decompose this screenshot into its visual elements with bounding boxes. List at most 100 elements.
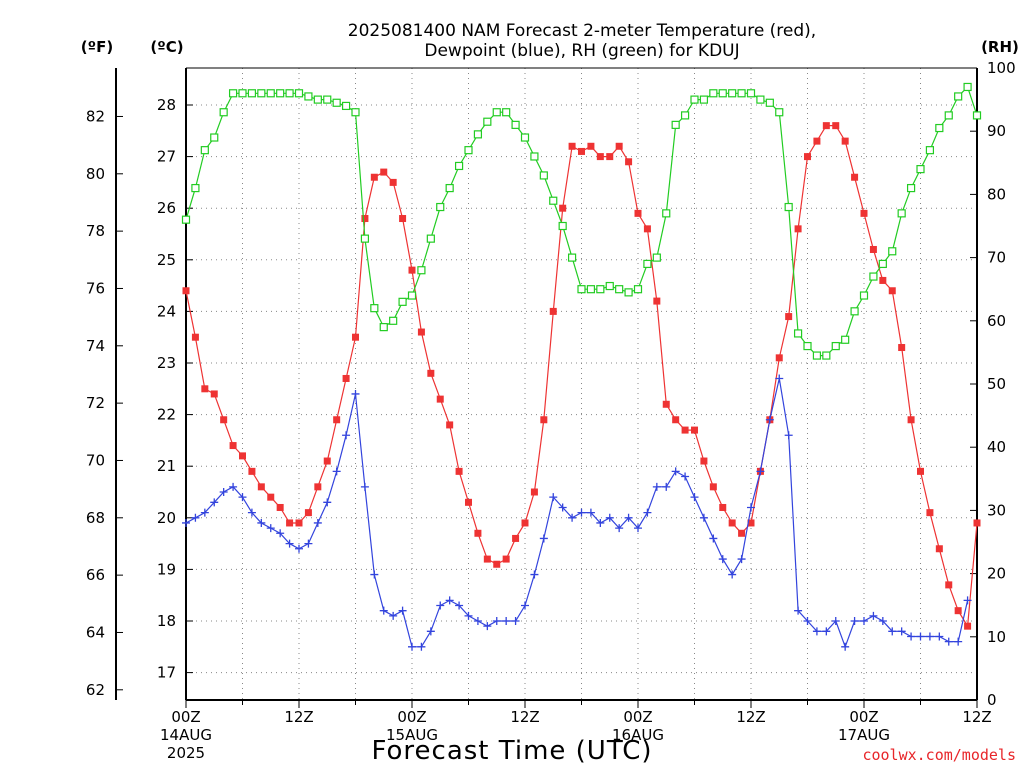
temperature-point [304,509,312,517]
celsius-tick-label: 28 [157,96,176,114]
rh-point [793,329,803,338]
dewpoint-point [803,617,812,625]
temperature-point [436,395,444,403]
temperature-point [596,153,604,161]
dewpoint-point [615,524,624,533]
temperature-point [389,178,397,186]
temperature-point [540,416,548,424]
x-tick-date-label: 17AUG [838,726,890,744]
temperature-point [907,416,915,424]
dewpoint-point [841,642,850,651]
rh-point [266,89,275,98]
dewpoint-point [709,534,718,543]
temperature-point [634,209,642,217]
rh-tick-label: 30 [987,501,1006,519]
dewpoint-point [643,508,652,517]
rh-point [784,202,793,212]
rh-tick-label: 40 [987,438,1006,456]
rh-point [680,111,690,120]
rh-point [313,95,322,104]
temperature-point [295,519,303,527]
rh-point [417,266,426,275]
temperature-point [182,287,190,295]
dewpoint-point [671,467,680,476]
temperature-point [568,142,576,150]
rh-point [897,209,906,218]
temperature-point [954,607,962,615]
rh-point [831,341,840,351]
rh-point [869,272,878,281]
rh-point [454,161,464,171]
temperature-point [474,529,482,537]
x-tick-year-label: 2025 [167,744,205,762]
rh-point [709,89,718,98]
rh-tick-label: 80 [987,185,1006,203]
rh-point [662,209,671,218]
rh-point [567,253,577,262]
temperature-point [615,142,623,150]
rh-point [615,285,624,294]
temperature-point [888,287,896,295]
dewpoint-point [549,493,558,502]
x-tick-label: 00Z [849,708,878,726]
dewpoint-point [417,642,426,651]
rh-point [530,152,539,161]
dewpoint-point [605,513,614,522]
temperature-point [446,421,454,429]
dewpoint-point [219,488,228,496]
rh-point [850,307,859,316]
temperature-point [323,457,331,465]
rh-point [972,111,982,120]
temperature-point [257,483,265,491]
temperature-point [248,467,256,475]
temperature-point [804,153,811,161]
rh-point [671,120,680,129]
temperature-point [267,493,275,501]
rh-point [737,89,746,98]
dewpoint-point [718,555,727,564]
dewpoint-point [464,611,473,620]
temperature-point [775,354,783,362]
temperature-point [191,333,199,341]
rh-point [492,108,501,117]
temperature-point [239,452,246,460]
dewpoint-point [502,617,511,625]
dewpoint-point [860,617,868,625]
rh-point [756,95,765,104]
rh-tick-label: 50 [987,375,1006,393]
rh-point [775,108,784,117]
dewpoint-point [747,503,755,512]
temperature-line [185,124,978,629]
x-axis-label: Forecast Time (UTC) [371,736,652,766]
rh-point [699,95,709,104]
celsius-tick-label: 20 [157,509,176,527]
rh-point [605,281,614,291]
rh-point [577,285,586,294]
rh-point [633,285,643,294]
temperature-point [738,529,746,537]
fahrenheit-tick-label: 72 [86,394,105,412]
x-tick-label: 12Z [962,708,991,726]
dewpoint-point [822,627,831,636]
celsius-tick-label: 18 [157,612,176,630]
rh-point [690,95,699,104]
dewpoint-point [831,617,840,625]
celsius-tick-label: 17 [157,664,176,682]
dewpoint-point [511,617,520,625]
rh-tick-label: 10 [987,628,1006,646]
rh-tick-label: 90 [987,122,1006,140]
temperature-point [653,297,661,305]
fahrenheit-tick-label: 80 [86,165,105,183]
temperature-point [785,313,793,321]
dewpoint-point [878,617,887,625]
temperature-point [201,385,209,393]
temperature-point [549,307,557,315]
temperature-point [578,147,585,155]
celsius-tick-label: 21 [157,457,176,475]
rh-point [841,335,850,344]
celsius-tick-label: 26 [157,199,176,217]
temperature-point [483,555,491,563]
x-tick-label: 12Z [284,708,313,726]
dewpoint-point [662,482,671,491]
rh-point [624,288,633,297]
